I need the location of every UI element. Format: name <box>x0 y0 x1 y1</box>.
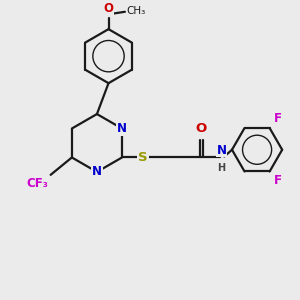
Text: O: O <box>196 122 207 135</box>
Text: F: F <box>274 174 281 188</box>
Text: CF₃: CF₃ <box>27 177 49 190</box>
Text: O: O <box>103 2 113 15</box>
Text: N: N <box>216 143 226 157</box>
Text: H: H <box>217 163 225 173</box>
Text: N: N <box>117 122 127 135</box>
Text: F: F <box>274 112 281 125</box>
Text: CH₃: CH₃ <box>127 6 146 16</box>
Text: S: S <box>138 151 148 164</box>
Text: N: N <box>92 165 102 178</box>
